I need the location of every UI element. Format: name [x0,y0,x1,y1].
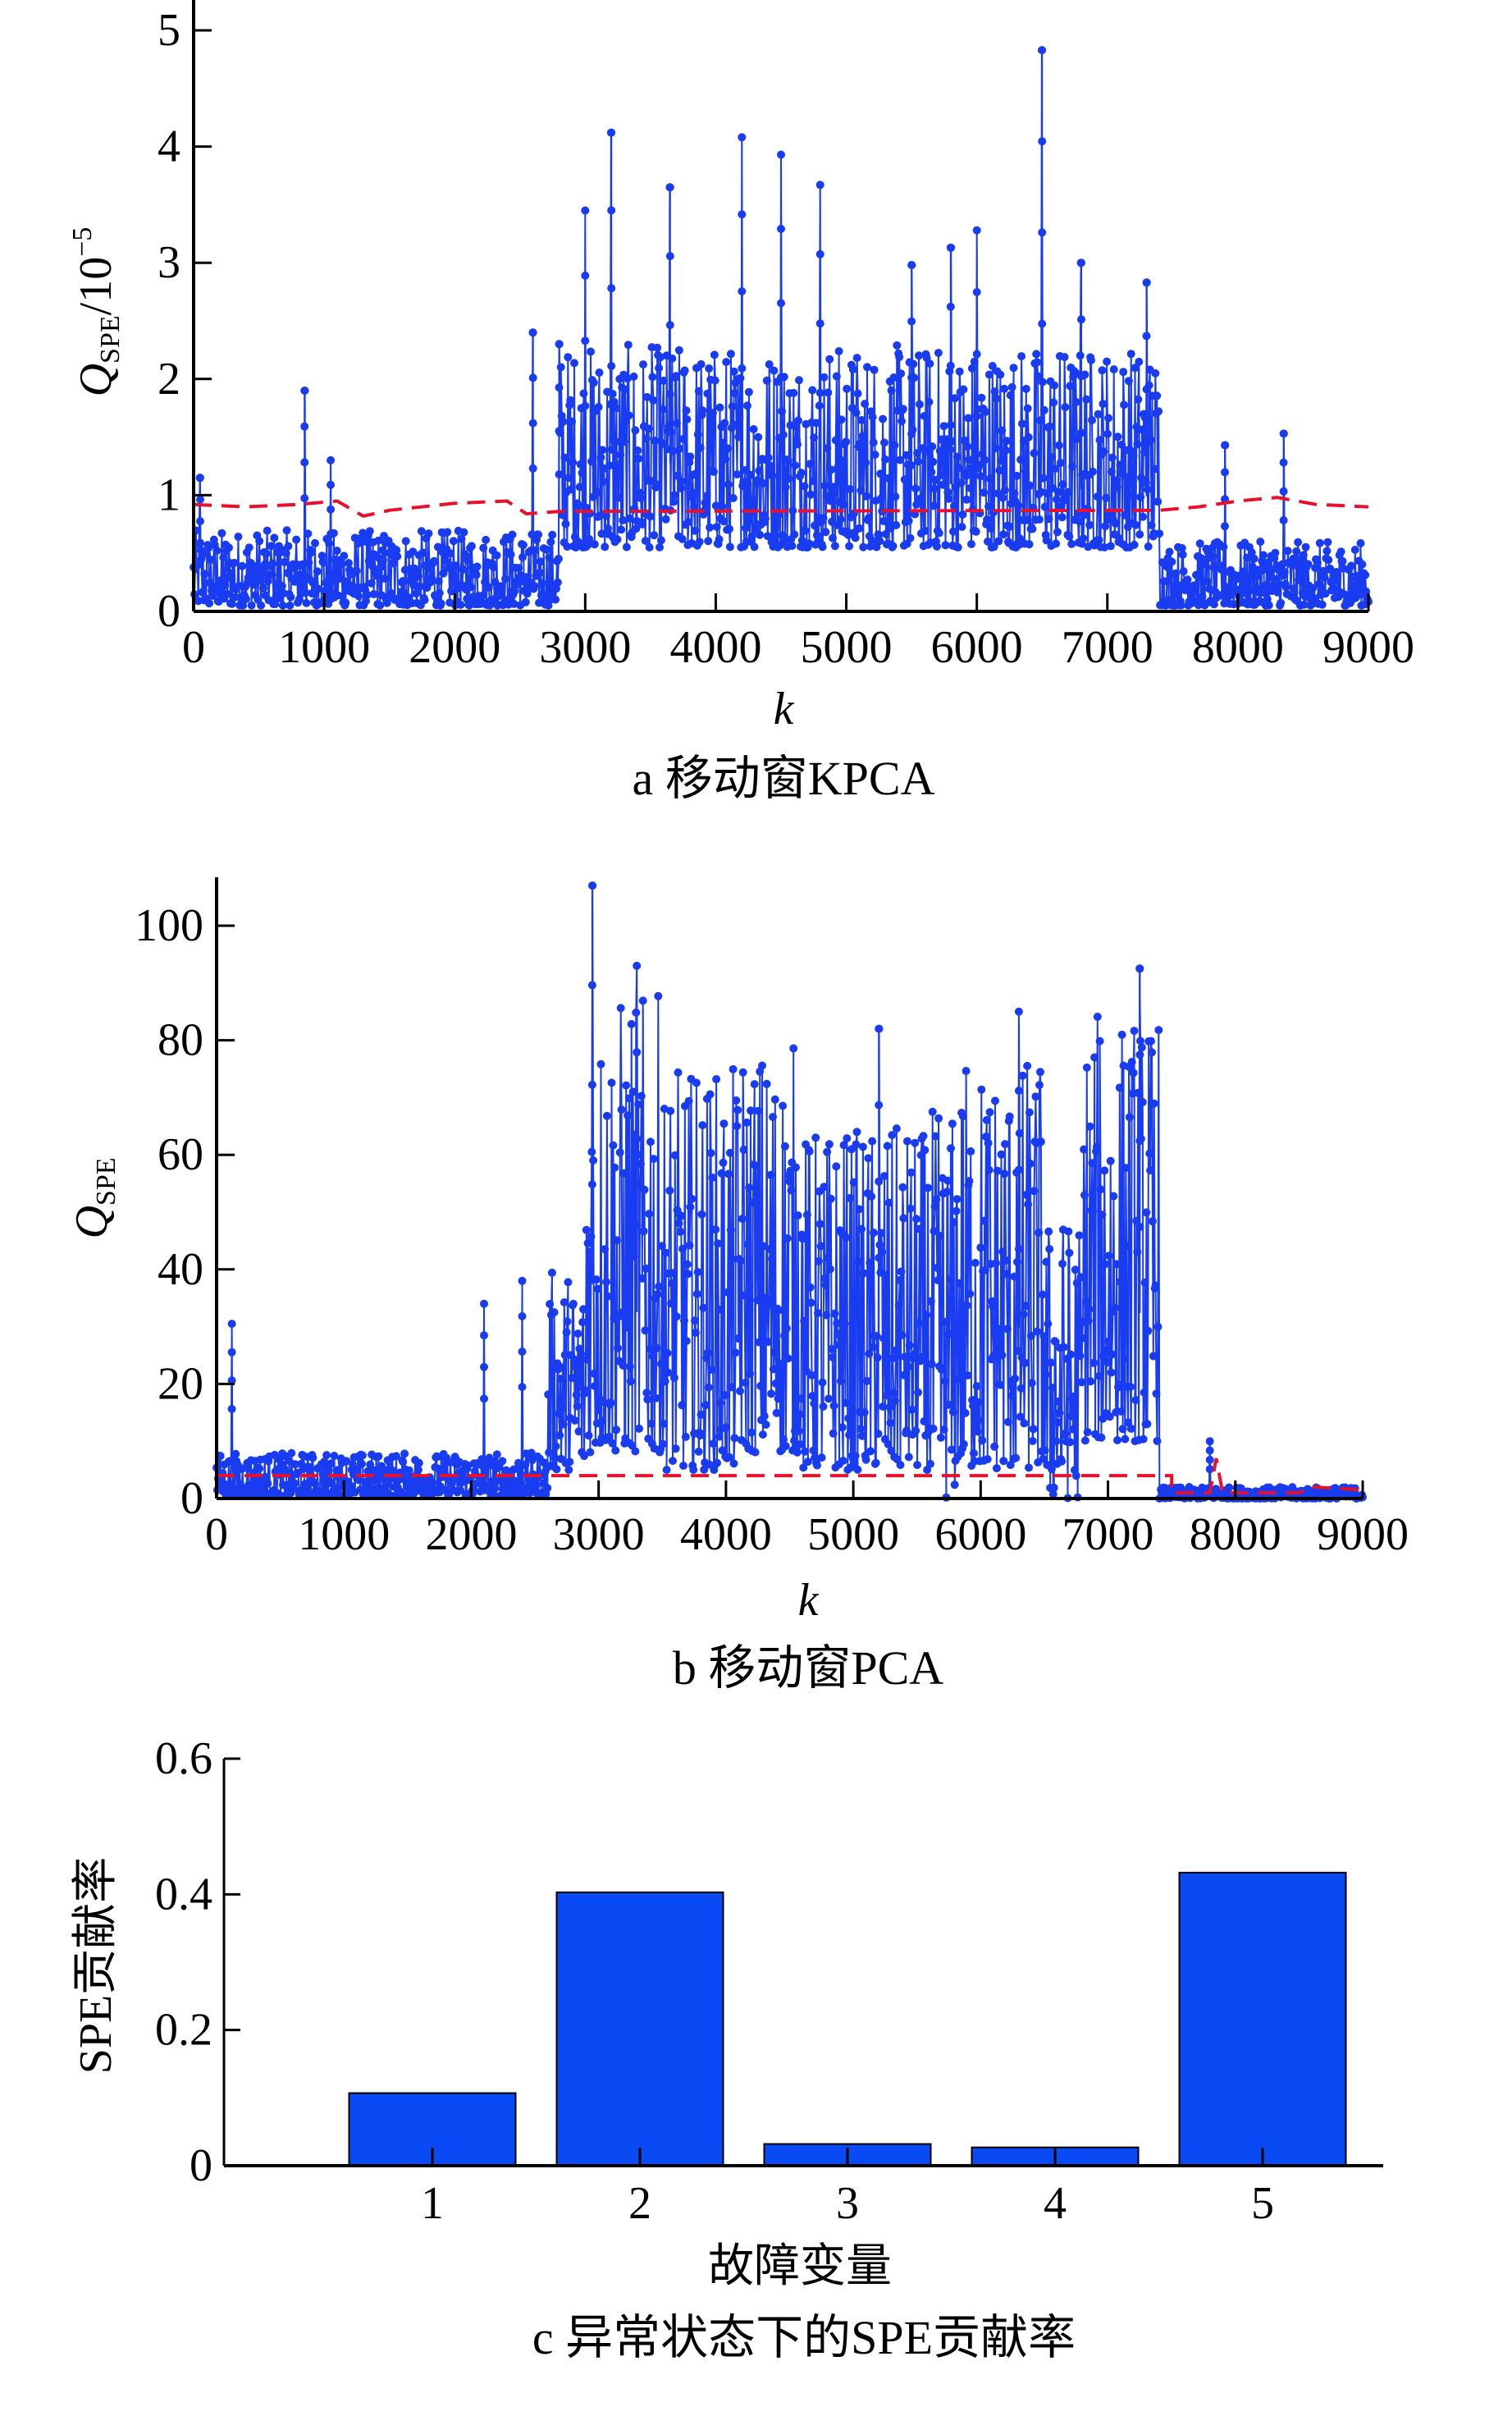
x-axis-label-a: k [774,684,795,734]
x-tick-label: 5 [1251,2178,1274,2229]
x-tick-label: 1000 [278,622,370,673]
x-tick-label: 9000 [1322,622,1414,673]
y-axis-label-c: SPE贡献率 [71,1857,121,2075]
y-tick-label: 60 [158,1129,203,1180]
caption-b: b 移动窗PCA [673,1641,943,1695]
y-tick-label: 0 [190,2140,212,2191]
x-tick-label: 8000 [1192,622,1284,673]
plot-area-a: 0 1000 2000 3000 4000 5000 6000 7000 8000 9000 0 1 2… [158,0,1414,673]
y-tick-label: 3 [158,237,180,288]
plot-area-c: 1 2 3 4 5 0 0.2 0.4 0.6 [155,1733,1383,2229]
y-tick-label: 0.2 [155,2005,212,2056]
x-tick-label: 1 [421,2178,444,2229]
x-tick-label: 3000 [553,1509,645,1560]
x-axis-label-c: 故障变量 [708,2241,892,2292]
x-tick-label: 4000 [680,1509,772,1560]
series-markers-a [190,46,1373,610]
x-tick-label: 2000 [425,1509,517,1560]
x-tick-label: 5000 [801,622,893,673]
threshold-line-a [193,496,1369,519]
y-tick-label: 0.4 [155,1869,212,1920]
y-axis-label-a: QSPE/10−5 [67,227,126,397]
y-tick-label: 1 [158,469,180,520]
x-tick-label: 2000 [409,622,500,673]
x-tick-label: 3 [836,2178,859,2229]
y-tick-label: 40 [158,1244,203,1295]
y-tick-label: 4 [158,121,180,172]
x-tick-label: 6000 [931,622,1023,673]
y-axis-label-b: QSPE [66,1157,121,1238]
threshold-line-b [217,1457,1364,1494]
series-markers-b [212,881,1367,1503]
x-tick-label: 7000 [1062,1509,1154,1560]
x-tick-label: 2 [628,2178,651,2229]
y-tick-label: 2 [158,354,180,405]
x-tick-label: 8000 [1190,1509,1281,1560]
x-tick-label: 0 [182,622,205,673]
y-tick-label: 100 [135,900,203,951]
y-tick-label: 0 [158,586,180,637]
bar-5 [1178,1871,1347,2167]
x-tick-label: 4 [1044,2178,1067,2229]
x-tick-label: 0 [205,1509,228,1560]
series-line-a [193,50,1369,607]
caption-c: c 异常状态下的SPE贡献率 [532,2311,1076,2364]
bar-2 [555,1891,724,2167]
y-tick-label: 0 [180,1473,203,1524]
y-tick-label: 0.6 [155,1733,212,1784]
caption-a: a 移动窗KPCA [633,752,935,805]
x-tick-label: 1000 [298,1509,390,1560]
x-axis-label-b: k [798,1575,820,1626]
y-tick-label: 20 [158,1358,203,1409]
x-tick-label: 9000 [1317,1509,1409,1560]
plot-area-b: 0 1000 2000 3000 4000 5000 6000 7000 8000 9000 0 20… [135,877,1409,1560]
y-tick-label: 80 [158,1015,203,1066]
panel-b-pca: 0 1000 2000 3000 4000 5000 6000 7000 8000 9000 0 20… [66,877,1409,1695]
x-tick-label: 4000 [669,622,761,673]
x-tick-label: 6000 [934,1509,1026,1560]
x-tick-label: 3000 [539,622,631,673]
x-tick-label: 7000 [1062,622,1153,673]
y-tick-label: 5 [158,5,180,56]
panel-a-kpca: 0 1000 2000 3000 4000 5000 6000 7000 8000 9000 0 1 2… [67,0,1414,805]
panel-c-contribution: 1 2 3 4 5 0 0.2 0.4 0.6 SPE贡献率 故障变量 c 异常状态下的SPE贡… [71,1733,1383,2364]
x-tick-label: 5000 [807,1509,899,1560]
